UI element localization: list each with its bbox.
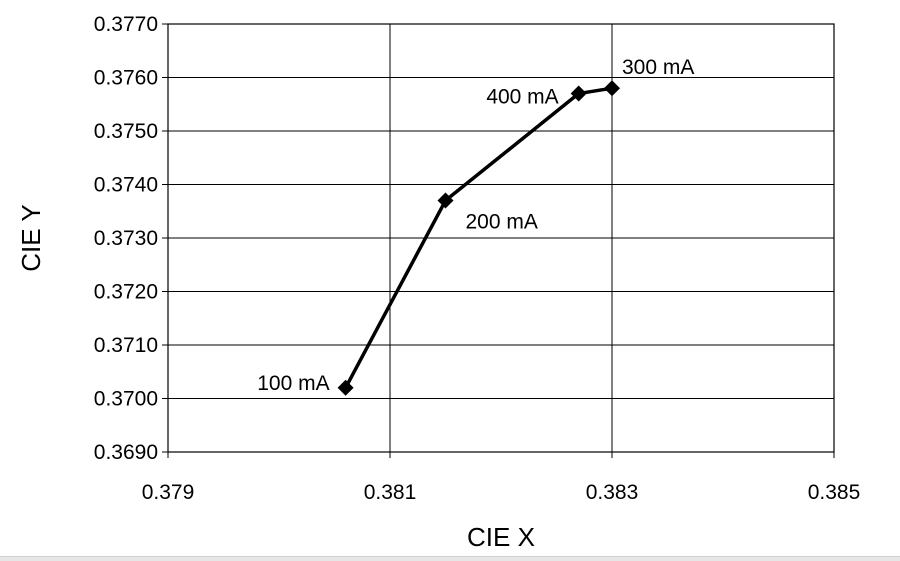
series-layer: 100 mA 200 mA 400 mA 300 mA [257,56,694,396]
series-line [344,86,613,389]
x-tick-label: 0.379 [142,481,195,504]
y-axis-title: CIE Y [16,204,46,271]
plot-area-frame [167,23,835,453]
x-tick-label: 0.385 [808,481,861,504]
data-point-marker [337,379,354,396]
x-tick-label: 0.381 [364,481,417,504]
y-tick-label: 0.3730 [94,227,158,250]
y-tick-label: 0.3770 [94,13,158,36]
data-point-label: 400 mA [486,86,558,109]
tick-labels: 0.3690 0.3700 0.3710 0.3720 0.3730 0.3740 0.37… [94,13,861,504]
x-tick-label: 0.383 [586,481,639,504]
data-point-marker [570,85,587,102]
data-point-label: 300 mA [622,56,694,79]
window-bottom-edge [0,556,900,561]
y-tick-label: 0.3720 [94,281,158,304]
x-axis-title: CIE X [467,522,535,552]
y-tick-label: 0.3690 [94,441,158,464]
data-point-label: 100 mA [257,372,329,395]
data-point-marker [604,80,620,97]
y-tick-label: 0.3750 [94,120,158,143]
y-tick-label: 0.3740 [94,174,158,197]
y-tick-label: 0.3710 [94,334,158,357]
y-tick-label: 0.3760 [94,67,158,90]
y-tick-label: 0.3700 [94,388,158,411]
data-point-marker [437,192,454,209]
data-point-label: 200 mA [466,211,538,234]
